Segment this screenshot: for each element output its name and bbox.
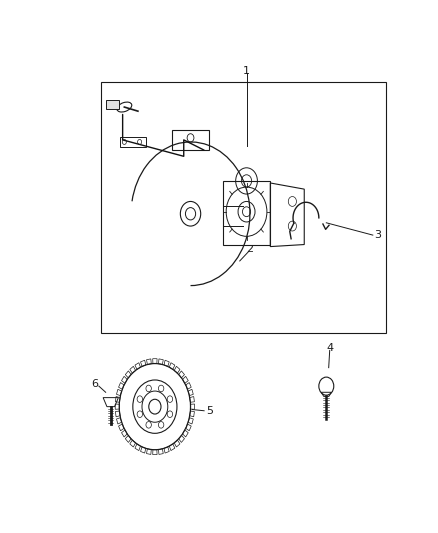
Text: 4: 4 — [326, 343, 333, 353]
Bar — [101, 83, 386, 333]
Bar — [106, 100, 119, 109]
Text: 2: 2 — [246, 245, 254, 254]
Text: 1: 1 — [243, 66, 250, 76]
Bar — [223, 181, 270, 245]
Bar — [120, 137, 145, 147]
Text: 3: 3 — [374, 230, 381, 240]
Text: 6: 6 — [91, 379, 98, 389]
Text: 5: 5 — [206, 406, 213, 416]
